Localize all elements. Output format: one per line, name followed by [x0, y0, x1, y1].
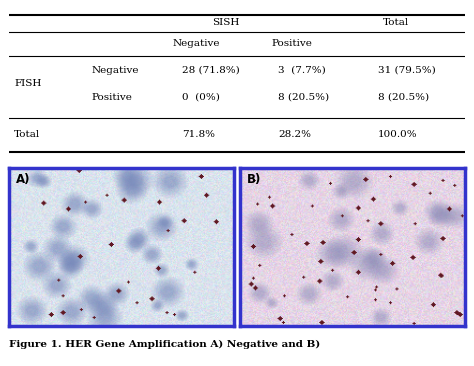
- Text: 100.0%: 100.0%: [378, 130, 418, 139]
- Text: Figure 1. HER Gene Amplification A) Negative and B): Figure 1. HER Gene Amplification A) Nega…: [9, 340, 321, 350]
- Text: Total: Total: [14, 130, 40, 139]
- Text: 71.8%: 71.8%: [182, 130, 215, 139]
- Text: A): A): [16, 173, 31, 186]
- Text: 31 (79.5%): 31 (79.5%): [378, 66, 436, 75]
- Text: 0  (0%): 0 (0%): [182, 93, 220, 102]
- Text: 28.2%: 28.2%: [278, 130, 311, 139]
- Text: B): B): [247, 173, 262, 186]
- Text: Total: Total: [383, 18, 410, 27]
- Text: 8 (20.5%): 8 (20.5%): [378, 93, 429, 102]
- Text: FISH: FISH: [14, 79, 41, 88]
- Text: 28 (71.8%): 28 (71.8%): [182, 66, 240, 75]
- Text: Negative: Negative: [91, 66, 139, 75]
- Text: Negative: Negative: [172, 39, 220, 48]
- Text: Positive: Positive: [91, 93, 132, 102]
- Text: 3  (7.7%): 3 (7.7%): [278, 66, 326, 75]
- Text: SISH: SISH: [212, 18, 239, 27]
- Text: Positive: Positive: [271, 39, 312, 48]
- Text: 8 (20.5%): 8 (20.5%): [278, 93, 329, 102]
